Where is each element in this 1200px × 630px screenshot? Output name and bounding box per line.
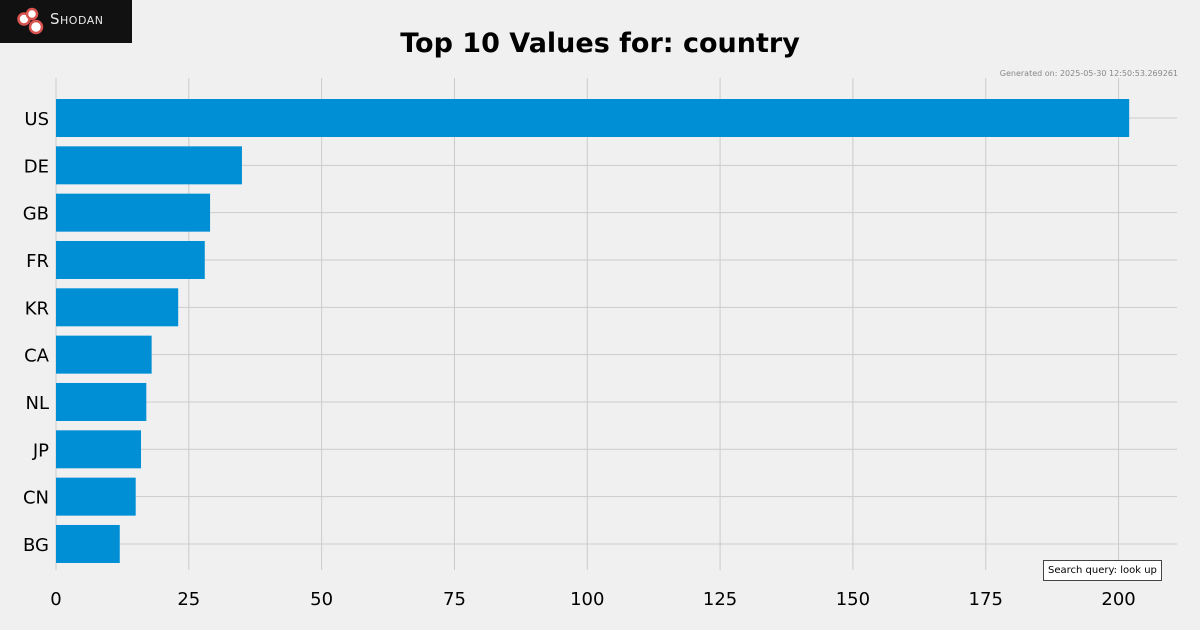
x-tick-label: 175 [969,589,1003,610]
bar-cn [56,477,136,516]
shodan-logo: Shodan [0,0,132,43]
y-tick-label: DE [24,156,49,177]
bar-fr [56,240,205,279]
generated-timestamp: Generated on: 2025-05-30 12:50:53.269261 [999,69,1178,78]
x-tick-label: 150 [836,589,870,610]
x-tick-label: 75 [443,589,466,610]
y-tick-label: KR [25,298,49,319]
bar-nl [56,382,147,421]
y-tick-label: CN [23,488,49,509]
bar-ca [56,335,152,374]
bar-gb [56,193,211,232]
y-tick-label: FR [26,251,49,272]
chart-title: Top 10 Values for: country [400,28,800,59]
y-tick-label: JP [32,440,49,461]
search-query-box: Search query: look up [1043,560,1162,581]
bar-jp [56,430,142,469]
logo-text: Shodan [50,10,104,28]
bar-bg [56,524,120,563]
x-tick-label: 100 [570,589,604,610]
shodan-logo-icon [17,7,44,35]
bar-de [56,146,242,185]
y-tick-label: BG [23,535,49,556]
bar-kr [56,288,179,327]
x-tick-label: 0 [50,589,61,610]
x-tick-label: 25 [177,589,200,610]
x-tick-label: 125 [703,589,737,610]
y-tick-label: GB [23,204,49,225]
y-tick-label: NL [26,393,50,414]
y-tick-label: CA [24,346,50,367]
x-tick-label: 200 [1101,589,1135,610]
bar-us [56,99,1130,137]
x-tick-label: 50 [310,589,333,610]
y-tick-label: US [24,109,49,130]
